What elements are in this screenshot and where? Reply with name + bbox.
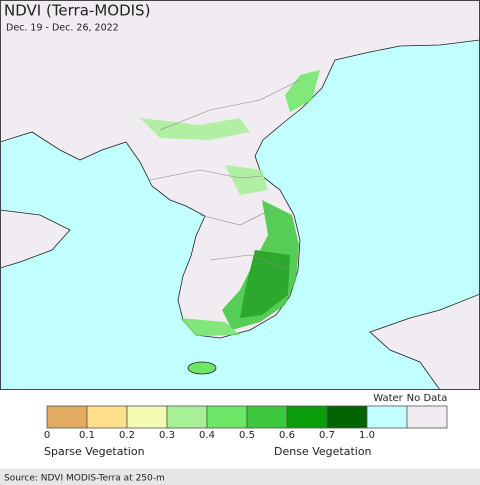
legend-swatch [286,405,328,429]
nodata-label: No Data [407,393,448,404]
legend-swatch [326,405,368,429]
map [0,0,480,390]
legend-tick-label: 0.6 [279,430,295,441]
water-label: Water [373,393,403,404]
shandong [0,209,71,269]
dense-label: Dense Vegetation [274,445,372,458]
title: NDVI (Terra-MODIS) [4,2,150,20]
legend-tick-label: 0 [44,430,50,441]
legend-swatch [46,405,88,429]
legend-swatch [126,405,168,429]
legend-swatch [206,405,248,429]
legend-swatch [366,405,408,429]
legend-tick-label: 0.7 [319,430,335,441]
jeju [187,361,217,375]
legend-swatch [246,405,288,429]
legend-tick-label: 0.4 [199,430,215,441]
vegetation [140,70,320,336]
legend-swatch [86,405,128,429]
legend-tick-label: 1.0 [359,430,375,441]
subtitle: Dec. 19 - Dec. 26, 2022 [6,23,119,34]
footer-bar [0,469,480,485]
legend-tick-label: 0.1 [79,430,95,441]
legend-swatch [406,405,448,429]
legend-tick-label: 0.2 [119,430,135,441]
legend-tick-label: 0.3 [159,430,175,441]
legend-tick-label: 0.5 [239,430,255,441]
sparse-label: Sparse Vegetation [44,445,145,458]
legend-swatch [166,405,208,429]
source: Source: NDVI MODIS-Terra at 250-m [4,474,165,484]
legend: Water No Data Sparse Vegetation Dense Ve… [44,393,448,458]
japan [369,293,480,390]
admin-borders [149,79,301,271]
